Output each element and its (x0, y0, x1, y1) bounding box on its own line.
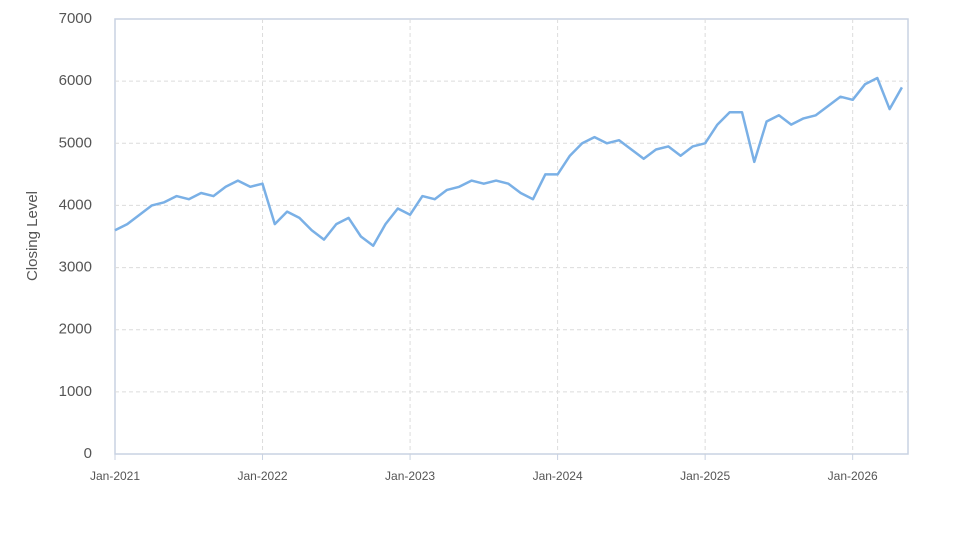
y-tick-label: 6000 (59, 72, 92, 89)
y-tick-label: 5000 (59, 134, 92, 151)
y-tick-label: 0 (84, 445, 92, 462)
x-tick-label: Jan-2025 (680, 469, 730, 483)
x-tick-label: Jan-2023 (385, 469, 435, 483)
y-tick-label: 1000 (59, 383, 92, 400)
price-line (114, 76, 903, 248)
y-tick-label: 3000 (59, 259, 92, 276)
y-tick-label: 7000 (59, 10, 92, 27)
y-tick-label: 2000 (59, 321, 92, 338)
x-tick-label: Jan-2026 (828, 469, 878, 483)
x-tick-label: Jan-2024 (533, 469, 583, 483)
plot-frame (114, 18, 909, 455)
y-tick-label: 4000 (59, 196, 92, 213)
y-axis-label: Closing Level (24, 191, 41, 281)
x-tick-label: Jan-2021 (90, 469, 140, 483)
x-tick-label: Jan-2022 (238, 469, 288, 483)
